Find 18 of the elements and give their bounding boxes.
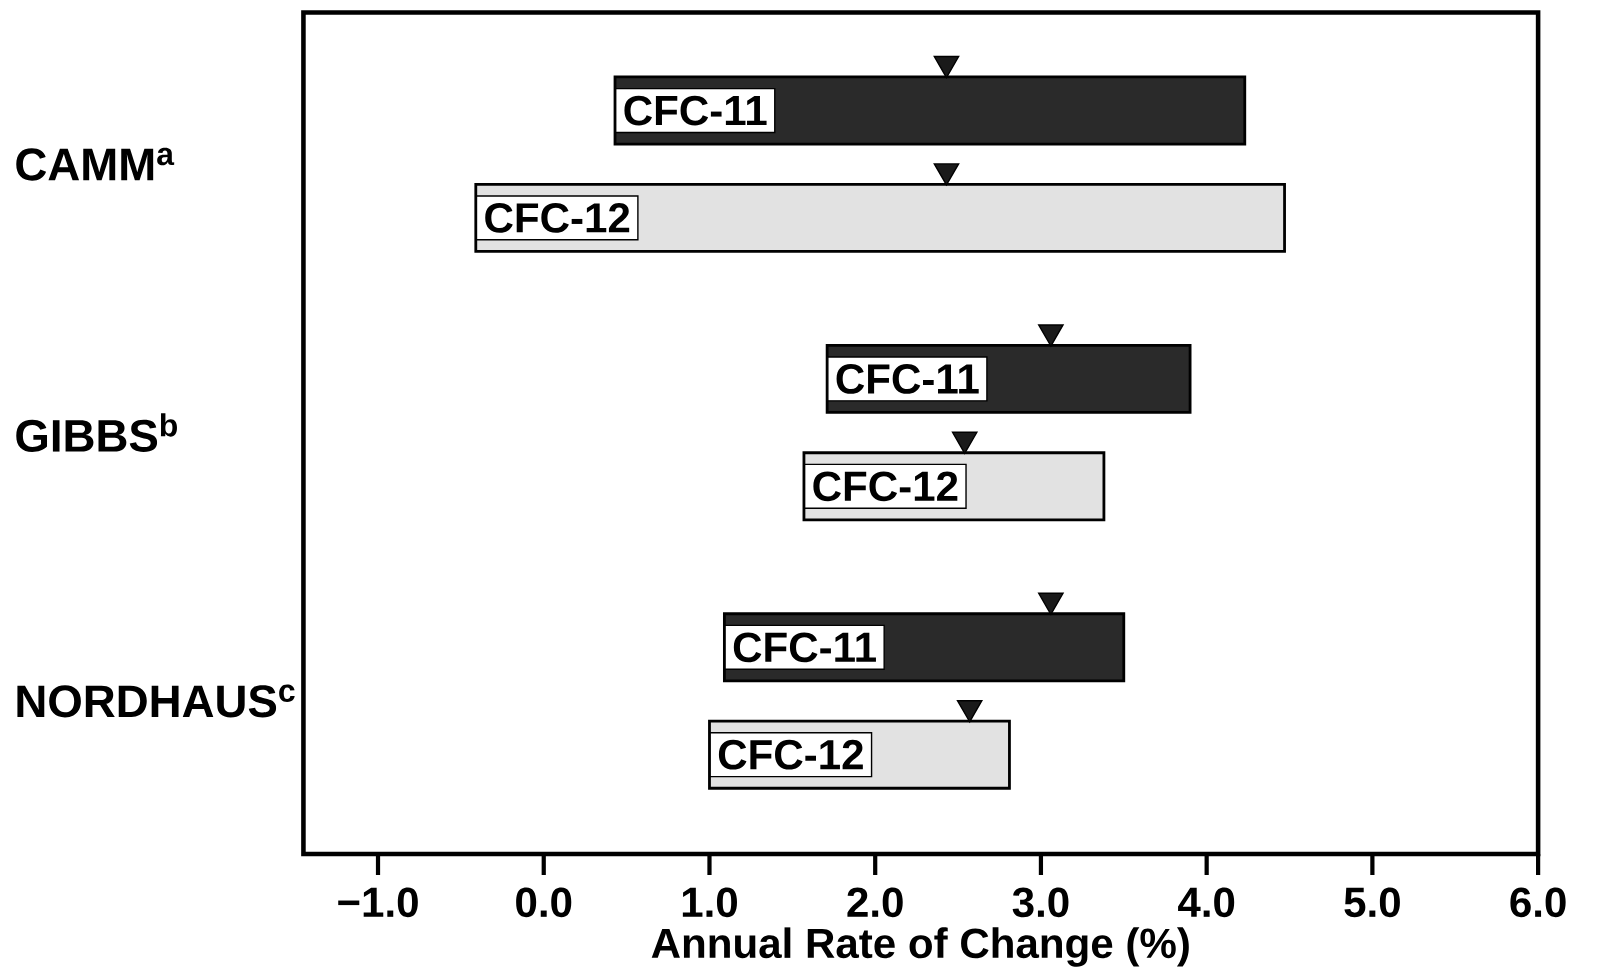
x-tick-label: −1.0 bbox=[338, 887, 418, 917]
x-tick-label: 0.0 bbox=[516, 887, 572, 917]
x-tick-label: 3.0 bbox=[1012, 887, 1069, 918]
x-tick-label: 5.0 bbox=[1344, 887, 1400, 917]
x-tick-label: 4.0 bbox=[1178, 887, 1235, 917]
series-label: CFC-12 bbox=[813, 471, 958, 501]
y-tick-label: CAMM$^{a}$ bbox=[16, 147, 175, 181]
text: CFC-12 bbox=[718, 739, 863, 770]
x-tick-label: 6.0 bbox=[1510, 887, 1566, 917]
y-tick-label: NORDHAUS$^{c}$ bbox=[17, 684, 295, 718]
x-axis-title: Annual Rate of Change (%) bbox=[651, 927, 1189, 967]
text: CFC-11 bbox=[733, 632, 876, 662]
text: CFC-12 bbox=[485, 202, 630, 233]
y-tick-label: GIBBS$^{b}$ bbox=[16, 412, 177, 452]
series-label: CFC-11 bbox=[624, 95, 767, 126]
x-tick-label: 1.0 bbox=[682, 887, 737, 917]
text: CFC-11 bbox=[836, 363, 979, 394]
x-tick-label: 2.0 bbox=[847, 887, 903, 917]
